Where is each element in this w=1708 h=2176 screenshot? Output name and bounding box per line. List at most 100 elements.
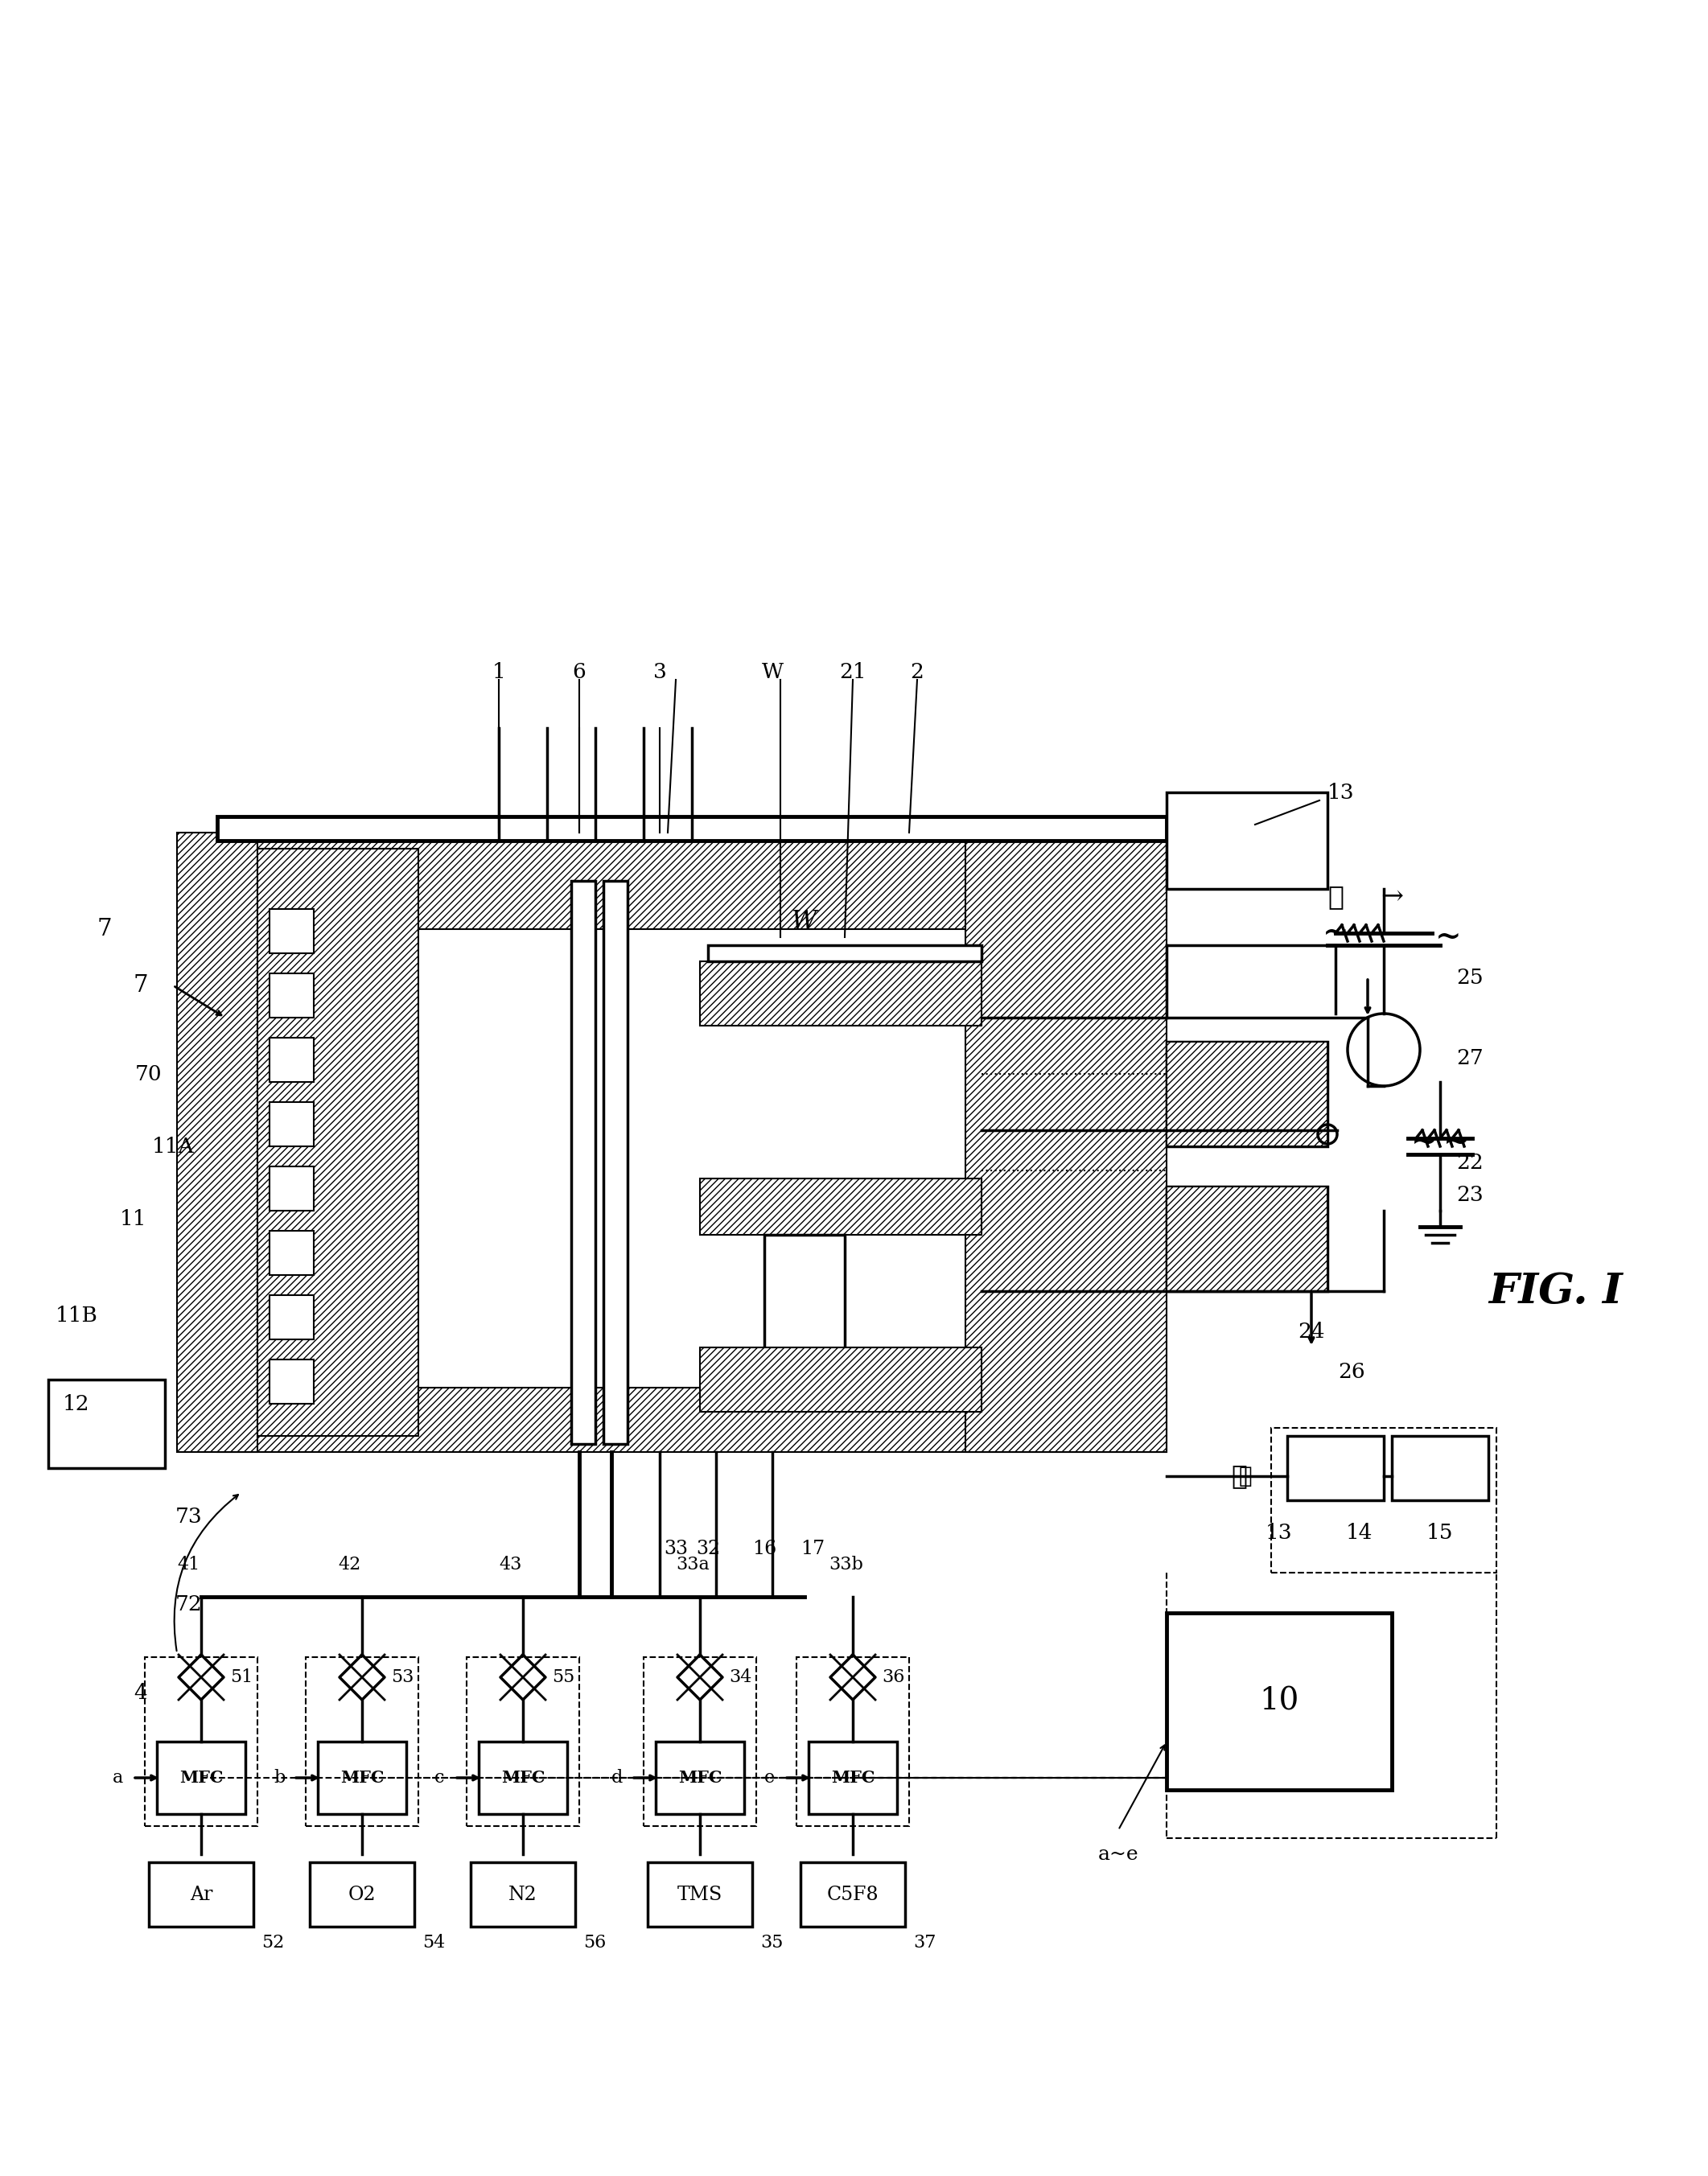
Text: e: e (763, 1769, 775, 1786)
Bar (709, 944, 982, 962)
Bar (965, 833, 1167, 1451)
Bar (700, 1179, 982, 1234)
Text: a~e: a~e (1098, 1845, 1139, 1863)
Text: MFC: MFC (500, 1769, 545, 1786)
Bar (270, 1232, 314, 1275)
Bar (309, 1863, 415, 1926)
Bar (796, 1658, 909, 1826)
Text: 4: 4 (133, 1684, 147, 1704)
Bar (258, 849, 418, 1436)
Bar (1167, 1612, 1392, 1791)
Bar (145, 1658, 258, 1826)
Text: MFC: MFC (340, 1769, 384, 1786)
Bar (1167, 792, 1327, 890)
Text: 32: 32 (695, 1538, 721, 1558)
Text: MFC: MFC (678, 1769, 722, 1786)
Text: 14: 14 (1346, 1523, 1373, 1543)
Text: 11A: 11A (152, 1136, 195, 1155)
Bar (1271, 1427, 1496, 1573)
Text: b: b (273, 1769, 285, 1786)
Bar (1288, 1436, 1383, 1499)
Text: N2: N2 (509, 1884, 538, 1904)
Text: 73: 73 (176, 1506, 203, 1525)
Bar (1167, 1042, 1327, 1147)
Text: 1: 1 (492, 662, 506, 681)
Text: ~: ~ (1322, 918, 1349, 949)
Text: 21: 21 (839, 662, 866, 681)
Text: ※: ※ (1238, 1464, 1252, 1486)
Bar (478, 1741, 567, 1815)
Bar (270, 1101, 314, 1147)
Bar (270, 1038, 314, 1081)
Text: O2: O2 (348, 1884, 376, 1904)
Bar (700, 962, 982, 1025)
Bar (647, 1863, 752, 1926)
Bar (763, 1234, 845, 1371)
Text: ~: ~ (1443, 1127, 1469, 1158)
Text: 2: 2 (910, 662, 924, 681)
Text: 25: 25 (1457, 968, 1483, 988)
Bar (149, 1863, 253, 1926)
Text: 6: 6 (572, 662, 586, 681)
Text: 13: 13 (1266, 1523, 1293, 1543)
Text: 15: 15 (1426, 1523, 1454, 1543)
Bar (270, 1295, 314, 1340)
Bar (217, 833, 1167, 929)
Bar (466, 1658, 579, 1826)
Text: 36: 36 (881, 1669, 905, 1686)
Bar (318, 1741, 407, 1815)
Bar (1392, 1436, 1488, 1499)
Text: 11: 11 (120, 1208, 147, 1229)
Text: 52: 52 (261, 1934, 284, 1952)
Text: Ar: Ar (190, 1884, 212, 1904)
Text: 24: 24 (1298, 1321, 1325, 1340)
Text: 33: 33 (664, 1538, 688, 1558)
Bar (270, 973, 314, 1018)
Text: ※: ※ (1327, 883, 1344, 910)
Text: 56: 56 (582, 1934, 606, 1952)
Bar (178, 833, 258, 1451)
Bar (270, 910, 314, 953)
Text: 13: 13 (1327, 783, 1354, 803)
Bar (656, 1741, 745, 1815)
Bar (808, 1741, 897, 1815)
Text: c: c (434, 1769, 444, 1786)
Text: 23: 23 (1457, 1184, 1483, 1206)
Text: 27: 27 (1457, 1049, 1483, 1068)
Text: 42: 42 (338, 1556, 360, 1573)
Text: 51: 51 (231, 1669, 253, 1686)
Bar (157, 1741, 246, 1815)
Text: MFC: MFC (830, 1769, 874, 1786)
Text: 43: 43 (499, 1556, 521, 1573)
Text: 33a: 33a (676, 1556, 709, 1573)
Text: 10: 10 (1259, 1686, 1300, 1717)
Text: 54: 54 (422, 1934, 446, 1952)
Bar (306, 1658, 418, 1826)
Text: 41: 41 (178, 1556, 200, 1573)
Text: 34: 34 (729, 1669, 752, 1686)
Bar (801, 1863, 905, 1926)
Bar (217, 816, 1167, 840)
Text: 35: 35 (760, 1934, 782, 1952)
Text: 72: 72 (176, 1595, 203, 1615)
Bar (700, 1347, 982, 1412)
Text: 70: 70 (135, 1064, 162, 1084)
Text: 33b: 33b (828, 1556, 863, 1573)
Text: 16: 16 (752, 1538, 777, 1558)
Bar (217, 1388, 1167, 1451)
Bar (48, 1380, 166, 1469)
Bar (471, 1863, 576, 1926)
Bar (270, 1166, 314, 1210)
Text: d: d (611, 1769, 623, 1786)
Bar (1167, 1042, 1327, 1147)
Bar (570, 881, 596, 1445)
Text: 22: 22 (1457, 1153, 1483, 1173)
Bar (1167, 1186, 1327, 1290)
Text: 12: 12 (63, 1393, 91, 1414)
Text: ※: ※ (1231, 1462, 1247, 1488)
Text: 26: 26 (1337, 1362, 1365, 1382)
Text: 3: 3 (652, 662, 666, 681)
Text: W: W (793, 910, 816, 934)
Text: a: a (113, 1769, 123, 1786)
Text: 7: 7 (133, 975, 149, 997)
